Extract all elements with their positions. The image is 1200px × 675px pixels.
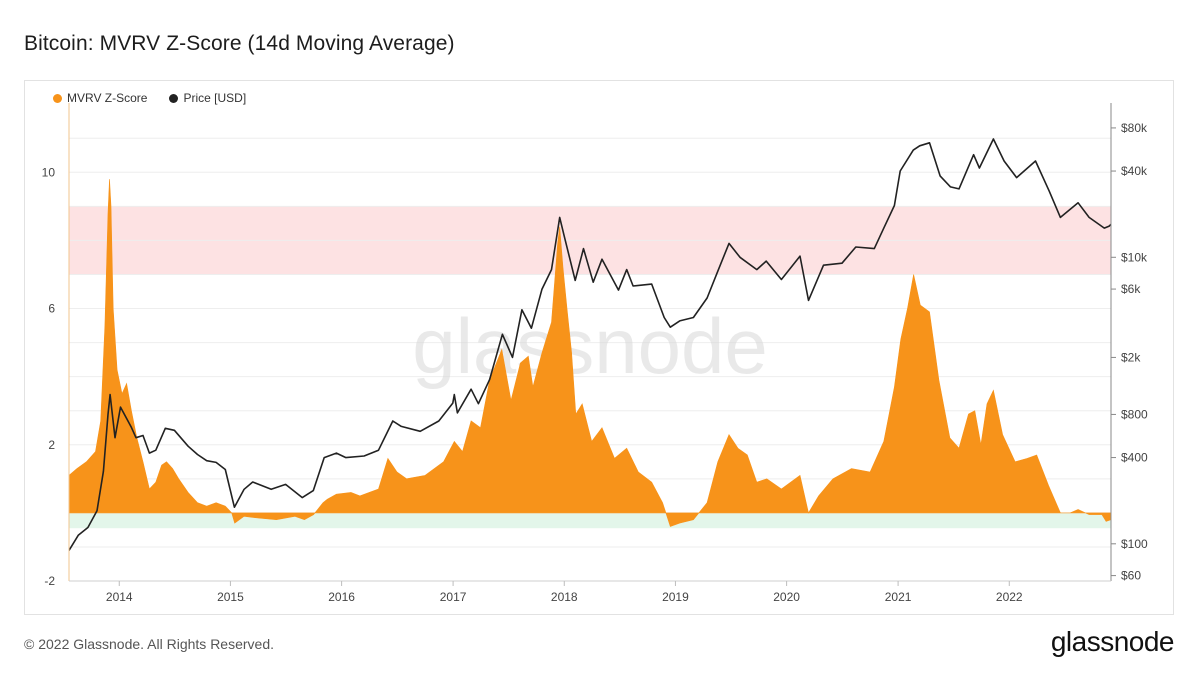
price-line	[68, 138, 1112, 551]
y-left-tick-label: -2	[44, 574, 55, 588]
x-tick-label: 2017	[440, 590, 467, 604]
copyright: © 2022 Glassnode. All Rights Reserved.	[24, 636, 275, 652]
y-right-tick-label: $10k	[1121, 250, 1148, 264]
y-right-tick-label: $400	[1121, 451, 1148, 465]
x-tick-label: 2016	[328, 590, 355, 604]
y-right-tick-label: $100	[1121, 537, 1148, 551]
legend-item-mvrv[interactable]: MVRV Z-Score	[53, 91, 147, 105]
y-right-tick-label: $80k	[1121, 121, 1148, 135]
brand-logo: glassnode	[1050, 626, 1175, 657]
y-left-tick-label: 6	[48, 302, 55, 316]
legend-label-mvrv: MVRV Z-Score	[67, 91, 148, 105]
x-tick-label: 2020	[773, 590, 800, 604]
legend-dot-price	[169, 93, 179, 103]
x-tick-label: 2018	[551, 590, 578, 604]
chart-title: Bitcoin: MVRV Z-Score (14d Moving Averag…	[24, 32, 455, 55]
legend-item-price[interactable]: Price [USD]	[169, 91, 246, 105]
chart-panel: glassnode 10 6 2 -2 $80k $40k $10k $6k $2k $800 $40…	[24, 80, 1174, 615]
y-right-tick-label: $60	[1121, 569, 1141, 583]
y-right-tick-label: $2k	[1121, 350, 1141, 364]
y-left-tick-label: 2	[48, 438, 55, 452]
zone-undervalued	[69, 512, 1111, 529]
y-left-tick-label: 10	[42, 165, 56, 179]
x-tick-label: 2015	[217, 590, 244, 604]
legend-label-price: Price [USD]	[183, 91, 247, 105]
y-right-tick-label: $40k	[1121, 164, 1148, 178]
x-tick-label: 2019	[662, 590, 689, 604]
y-right-tick-label: $6k	[1121, 282, 1141, 296]
watermark: glassnode	[412, 302, 768, 390]
x-tick-label: 2014	[106, 590, 133, 604]
x-tick-label: 2021	[885, 590, 912, 604]
legend-dot-mvrv	[53, 93, 62, 103]
y-right-tick-label: $800	[1121, 407, 1148, 421]
legend: MVRV Z-Score Price [USD]	[53, 91, 246, 105]
x-tick-label: 2022	[996, 590, 1023, 604]
chart-svg: glassnode 10 6 2 -2 $80k $40k $10k $6k $2k $800 $40…	[42, 103, 1148, 604]
mvrv-area	[68, 179, 1112, 527]
